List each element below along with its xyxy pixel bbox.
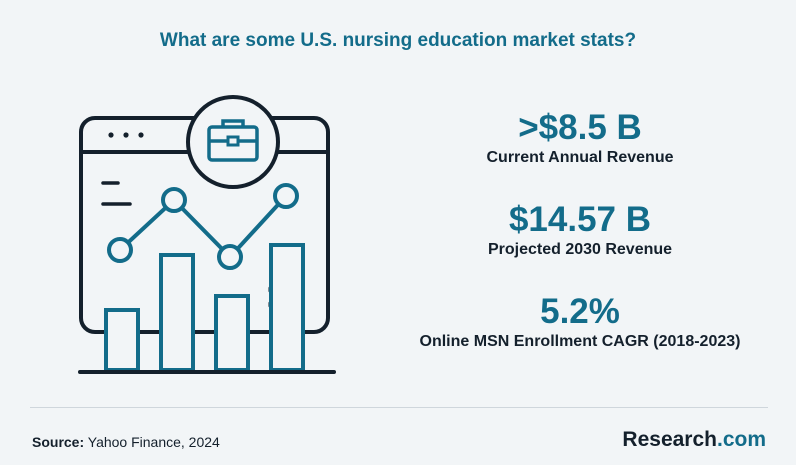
brand-suffix: .com: [716, 428, 766, 451]
stat-label: Current Annual Revenue: [486, 149, 674, 166]
stat-value: >$8.5 B: [518, 108, 642, 147]
stat-current-revenue: >$8.5 B Current Annual Revenue: [380, 108, 780, 168]
stat-label: Online MSN Enrollment CAGR (2018-2023): [419, 333, 741, 350]
line-graph-icon: [107, 183, 299, 270]
brand-name: Research: [622, 428, 717, 451]
footer-divider: [30, 407, 768, 408]
stat-value: $14.57 B: [508, 200, 652, 239]
stat-label: Projected 2030 Revenue: [487, 241, 673, 258]
source-text: Yahoo Finance, 2024: [87, 434, 220, 450]
source-citation: Source: Yahoo Finance, 2024: [32, 434, 220, 450]
browser-window-icon: [78, 95, 336, 374]
source-label: Source:: [32, 434, 85, 450]
bar-chart-icon: [78, 243, 336, 374]
stat-value: 5.2%: [540, 292, 620, 331]
briefcase-icon: [186, 95, 280, 189]
brand-logo[interactable]: Research.com: [622, 428, 766, 452]
stat-enrollment-cagr: 5.2% Online MSN Enrollment CAGR (2018-20…: [380, 292, 780, 352]
stat-projected-revenue: $14.57 B Projected 2030 Revenue: [380, 200, 780, 260]
market-growth-illustration: [70, 90, 345, 380]
page-title: What are some U.S. nursing education mar…: [159, 30, 637, 51]
